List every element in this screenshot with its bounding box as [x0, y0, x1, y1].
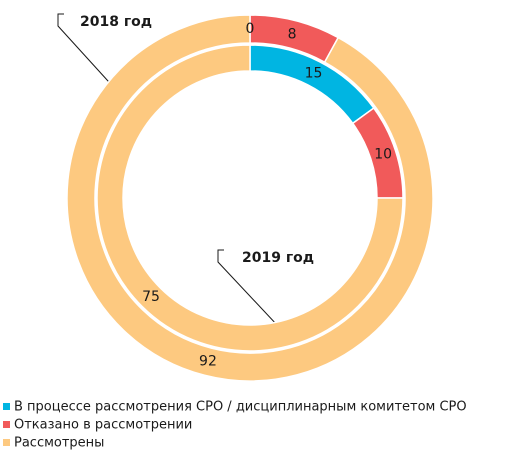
legend-label: В процессе рассмотрения СРО / дисциплина…: [14, 400, 467, 415]
ring-label: 2019 год: [242, 250, 314, 266]
data-label: 15: [305, 65, 323, 81]
legend-swatch: [3, 403, 10, 410]
data-label: 8: [288, 26, 297, 42]
annotations: 2018 год 2019 год: [57, 13, 314, 327]
donut-segment: [66, 14, 434, 382]
legend-swatch: [3, 421, 10, 428]
legend-label: Отказано в рассмотрении: [14, 418, 192, 433]
data-label: 92: [199, 354, 217, 370]
data-label: 10: [374, 147, 392, 163]
data-label: 75: [142, 289, 160, 305]
leader-line: [217, 249, 279, 327]
donut-segment: [96, 44, 404, 352]
data-label: 0: [246, 21, 255, 37]
leader-line: [57, 13, 119, 93]
legend-label: Рассмотрены: [14, 436, 104, 451]
ring-label: 2018 год: [80, 14, 152, 30]
legend-swatch: [3, 439, 10, 446]
